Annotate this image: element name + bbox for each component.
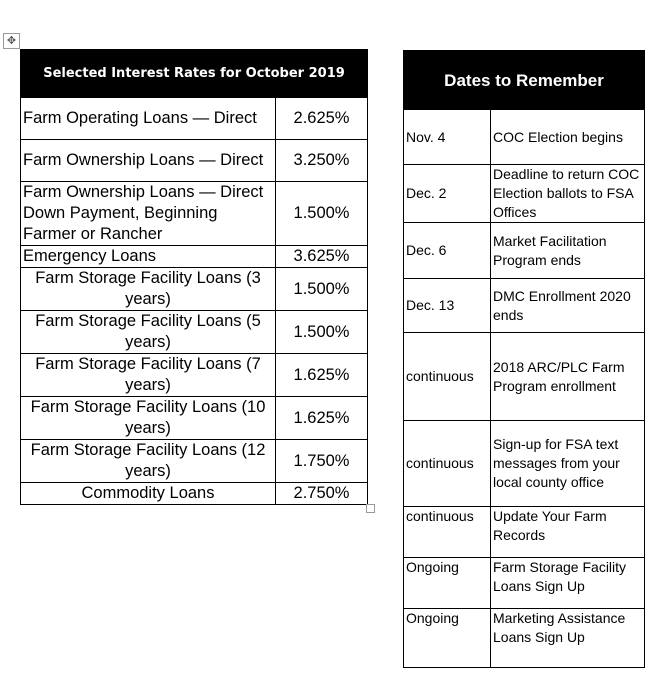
date: Dec. 6 bbox=[403, 222, 491, 279]
rate-value: 3.250% bbox=[274, 139, 369, 182]
loan-type: Farm Storage Facility Loans (10 years) bbox=[20, 396, 276, 440]
date-row: continuous 2018 ARC/PLC Farm Program enro… bbox=[403, 332, 646, 421]
date: continuous bbox=[403, 506, 491, 558]
loan-type: Farm Storage Facility Loans (7 years) bbox=[20, 353, 276, 397]
date: Ongoing bbox=[403, 608, 491, 668]
rate-row: Farm Ownership Loans — Direct 3.250% bbox=[20, 139, 369, 182]
loan-type: Farm Storage Facility Loans (12 years) bbox=[20, 439, 276, 483]
loan-type: Farm Storage Facility Loans (5 years) bbox=[20, 310, 276, 354]
date: Dec. 13 bbox=[403, 278, 491, 333]
dates-table-title: Dates to Remember bbox=[402, 50, 646, 110]
event: Update Your Farm Records bbox=[489, 506, 646, 558]
rate-row: Farm Ownership Loans — Direct Down Payme… bbox=[20, 181, 369, 246]
rate-value: 1.500% bbox=[274, 267, 369, 311]
date: Dec. 2 bbox=[403, 164, 491, 223]
date-row: Dec. 2 Deadline to return COC Election ba… bbox=[403, 164, 646, 223]
loan-type: Farm Storage Facility Loans (3 years) bbox=[20, 267, 276, 311]
loan-type: Farm Ownership Loans — Direct Down Payme… bbox=[20, 181, 276, 246]
dates-to-remember-table: Dates to Remember Nov. 4 COC Election beg… bbox=[402, 50, 646, 668]
rate-row: Farm Storage Facility Loans (5 years) 1.5… bbox=[20, 310, 369, 354]
event: COC Election begins bbox=[489, 109, 646, 165]
event: Sign-up for FSA text messages from your … bbox=[489, 420, 646, 507]
rate-value: 1.625% bbox=[274, 353, 369, 397]
rate-value: 2.750% bbox=[274, 482, 369, 505]
rate-value: 1.500% bbox=[274, 310, 369, 354]
rate-row: Farm Operating Loans — Direct 2.625% bbox=[20, 97, 369, 140]
loan-type: Farm Operating Loans — Direct bbox=[20, 97, 276, 140]
loan-type: Commodity Loans bbox=[20, 482, 276, 505]
table-resize-handle[interactable] bbox=[366, 504, 375, 513]
rate-row: Farm Storage Facility Loans (7 years) 1.6… bbox=[20, 353, 369, 397]
event: Market Facilitation Program ends bbox=[489, 222, 646, 279]
rate-row: Farm Storage Facility Loans (12 years) 1.… bbox=[20, 439, 369, 483]
loan-type: Emergency Loans bbox=[20, 245, 276, 268]
event: Marketing Assistance Loans Sign Up bbox=[489, 608, 646, 668]
rate-row: Emergency Loans 3.625% bbox=[20, 245, 369, 268]
event: Farm Storage Facility Loans Sign Up bbox=[489, 557, 646, 609]
interest-rates-table: Selected Interest Rates for October 2019… bbox=[19, 49, 369, 505]
date-row: Dec. 13 DMC Enrollment 2020 ends bbox=[403, 278, 646, 333]
rate-value: 1.750% bbox=[274, 439, 369, 483]
date-row: Ongoing Marketing Assistance Loans Sign U… bbox=[403, 608, 646, 668]
rate-row: Farm Storage Facility Loans (3 years) 1.5… bbox=[20, 267, 369, 311]
rate-value: 1.500% bbox=[274, 181, 369, 246]
date-row: continuous Sign-up for FSA text messages … bbox=[403, 420, 646, 507]
event: 2018 ARC/PLC Farm Program enrollment bbox=[489, 332, 646, 421]
date-row: Ongoing Farm Storage Facility Loans Sign … bbox=[403, 557, 646, 609]
rate-value: 3.625% bbox=[274, 245, 369, 268]
rate-row: Commodity Loans 2.750% bbox=[20, 482, 369, 505]
date: Ongoing bbox=[403, 557, 491, 609]
date: Nov. 4 bbox=[403, 109, 491, 165]
date-row: Nov. 4 COC Election begins bbox=[403, 109, 646, 165]
rate-value: 1.625% bbox=[274, 396, 369, 440]
date-row: continuous Update Your Farm Records bbox=[403, 506, 646, 558]
rate-value: 2.625% bbox=[274, 97, 369, 140]
loan-type: Farm Ownership Loans — Direct bbox=[20, 139, 276, 182]
rates-table-title: Selected Interest Rates for October 2019 bbox=[19, 49, 369, 98]
date: continuous bbox=[403, 420, 491, 507]
date-row: Dec. 6 Market Facilitation Program ends bbox=[403, 222, 646, 279]
table-move-icon[interactable]: ✥ bbox=[3, 33, 20, 49]
event: DMC Enrollment 2020 ends bbox=[489, 278, 646, 333]
rate-row: Farm Storage Facility Loans (10 years) 1.… bbox=[20, 396, 369, 440]
event: Deadline to return COC Election ballots … bbox=[489, 164, 646, 223]
date: continuous bbox=[403, 332, 491, 421]
